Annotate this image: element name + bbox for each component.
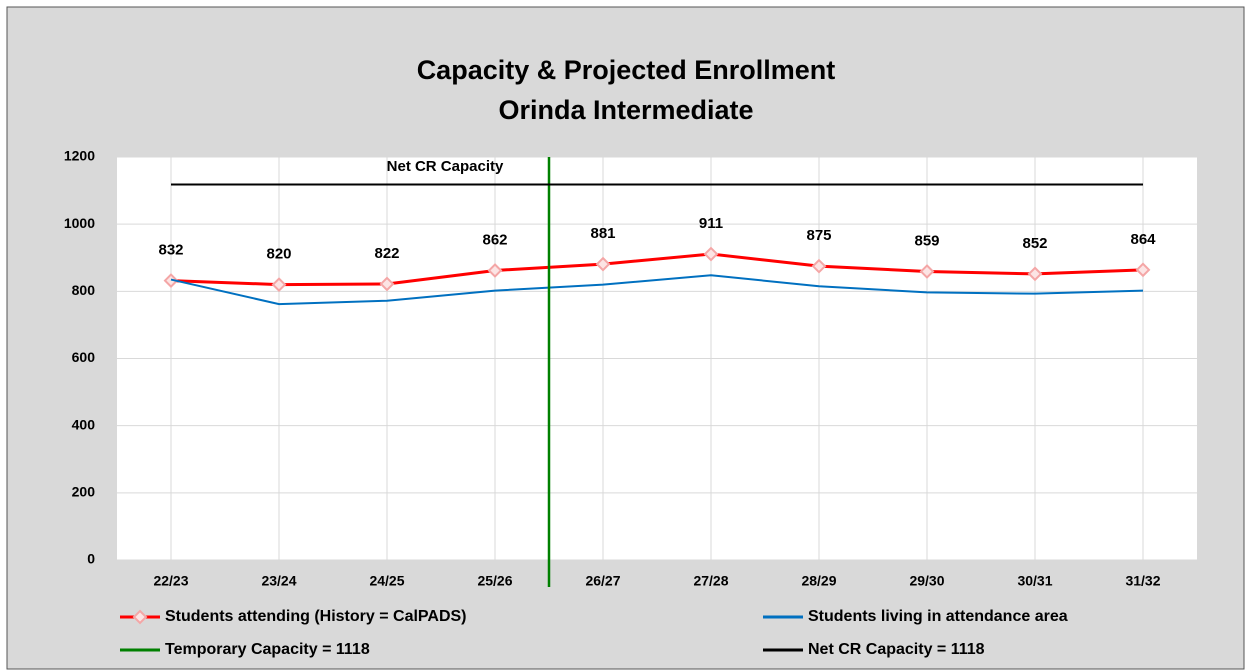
data-label: 911 <box>699 215 723 232</box>
legend-label: Students attending (History = CalPADS) <box>165 608 467 625</box>
x-tick-label: 25/26 <box>477 573 512 589</box>
data-label: 822 <box>374 245 399 262</box>
x-tick-label: 26/27 <box>585 573 620 589</box>
data-label: 864 <box>1130 231 1156 248</box>
y-tick-label: 600 <box>72 349 96 365</box>
y-tick-label: 200 <box>72 484 96 500</box>
data-label: 875 <box>806 227 831 244</box>
point-marker <box>595 256 611 272</box>
y-tick-label: 1000 <box>64 215 95 231</box>
y-tick-label: 400 <box>72 416 96 432</box>
x-tick-label: 22/23 <box>153 573 188 589</box>
chart-subtitle: Orinda Intermediate <box>498 95 753 125</box>
point-marker <box>487 263 503 278</box>
x-tick-label: 31/32 <box>1125 573 1160 589</box>
x-tick-label: 29/30 <box>909 573 944 589</box>
y-tick-label: 800 <box>72 282 96 298</box>
y-tick-label: 1200 <box>64 148 95 164</box>
x-tick-label: 28/29 <box>801 573 836 589</box>
chart-title: Capacity & Projected Enrollment <box>417 55 836 85</box>
x-tick-label: 30/31 <box>1017 573 1052 589</box>
data-label: 881 <box>590 225 615 242</box>
legend-label: Students living in attendance area <box>808 608 1068 625</box>
point-marker <box>1135 262 1151 278</box>
legend-marker <box>132 609 148 625</box>
series-line <box>170 252 1144 287</box>
annotation: Net CR Capacity <box>387 158 504 175</box>
data-label: 832 <box>158 242 183 259</box>
data-label: 859 <box>914 232 939 249</box>
data-label: 820 <box>266 246 291 263</box>
legend-label: Temporary Capacity = 1118 <box>165 641 370 658</box>
x-tick-label: 23/24 <box>261 573 296 589</box>
point-marker <box>811 258 827 274</box>
x-tick-label: 24/25 <box>369 573 404 589</box>
point-marker <box>703 246 719 262</box>
point-marker <box>919 264 935 279</box>
data-label: 862 <box>482 231 507 248</box>
series-line <box>170 274 1144 306</box>
point-marker <box>1027 266 1043 282</box>
y-tick-label: 0 <box>87 551 95 567</box>
x-tick-label: 27/28 <box>693 573 728 589</box>
legend-label: Net CR Capacity = 1118 <box>808 641 985 658</box>
point-marker <box>379 276 395 292</box>
point-marker <box>271 277 287 293</box>
data-label: 852 <box>1022 235 1047 252</box>
